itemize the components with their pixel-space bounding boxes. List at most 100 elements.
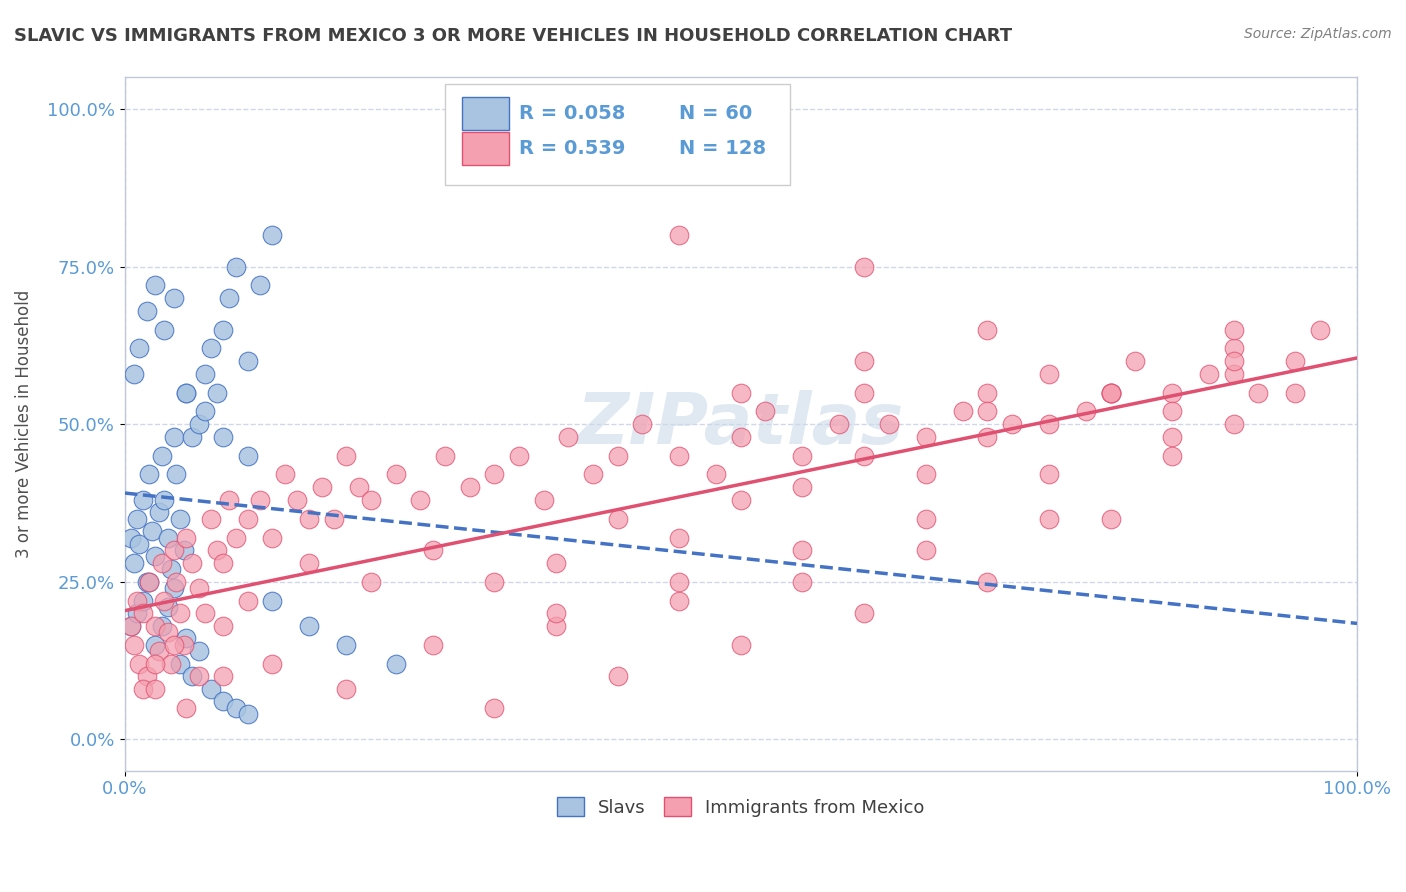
Point <box>160 657 183 671</box>
Point <box>156 531 179 545</box>
Text: N = 128: N = 128 <box>679 138 766 158</box>
Point <box>181 556 204 570</box>
Point <box>120 531 142 545</box>
Point <box>173 543 195 558</box>
Point <box>914 430 936 444</box>
Point <box>181 430 204 444</box>
Point <box>1123 354 1146 368</box>
Point <box>704 467 727 482</box>
Point <box>631 417 654 431</box>
Point <box>1222 342 1244 356</box>
Point <box>132 606 155 620</box>
Point <box>298 511 321 525</box>
Point <box>194 367 217 381</box>
Point <box>1222 367 1244 381</box>
Point <box>153 322 176 336</box>
FancyBboxPatch shape <box>463 131 509 165</box>
Point <box>606 669 628 683</box>
Point <box>1001 417 1024 431</box>
Point <box>124 556 146 570</box>
Point <box>156 625 179 640</box>
Point <box>1309 322 1331 336</box>
Point <box>1099 385 1122 400</box>
Point <box>200 681 222 696</box>
Point <box>212 619 235 633</box>
Point <box>1038 417 1060 431</box>
Point <box>754 404 776 418</box>
Point <box>668 593 690 607</box>
Point <box>335 449 357 463</box>
Point <box>225 531 247 545</box>
Point <box>174 700 197 714</box>
Point <box>976 574 998 589</box>
Point <box>218 291 240 305</box>
Text: N = 60: N = 60 <box>679 104 752 123</box>
Point <box>212 669 235 683</box>
Point <box>730 638 752 652</box>
Point <box>1161 449 1184 463</box>
Point <box>187 669 209 683</box>
Point <box>1161 430 1184 444</box>
Point <box>205 385 228 400</box>
Point <box>236 511 259 525</box>
Point <box>120 619 142 633</box>
Point <box>828 417 851 431</box>
Point <box>1099 511 1122 525</box>
Point <box>132 681 155 696</box>
Point <box>792 543 814 558</box>
Point <box>124 638 146 652</box>
Point <box>225 260 247 274</box>
Point <box>668 531 690 545</box>
Point <box>1038 467 1060 482</box>
Point <box>138 574 160 589</box>
Point <box>174 385 197 400</box>
Point <box>1284 385 1306 400</box>
Point <box>225 700 247 714</box>
Point <box>1284 354 1306 368</box>
Point <box>976 430 998 444</box>
Point <box>274 467 297 482</box>
Point <box>236 354 259 368</box>
Point <box>128 342 150 356</box>
Point <box>153 593 176 607</box>
Point <box>165 574 187 589</box>
Point <box>249 492 271 507</box>
Point <box>335 638 357 652</box>
Point <box>298 556 321 570</box>
Point <box>236 449 259 463</box>
Point <box>311 480 333 494</box>
Point <box>792 449 814 463</box>
Point <box>384 467 406 482</box>
Point <box>163 291 186 305</box>
Point <box>150 556 173 570</box>
Point <box>384 657 406 671</box>
Point <box>730 430 752 444</box>
Point <box>668 449 690 463</box>
Point <box>120 619 142 633</box>
Point <box>1198 367 1220 381</box>
Point <box>145 638 167 652</box>
FancyBboxPatch shape <box>446 85 790 185</box>
Point <box>458 480 481 494</box>
Text: Source: ZipAtlas.com: Source: ZipAtlas.com <box>1244 27 1392 41</box>
Point <box>141 524 163 539</box>
Point <box>125 593 148 607</box>
Point <box>1247 385 1270 400</box>
Point <box>323 511 346 525</box>
Text: R = 0.058: R = 0.058 <box>519 104 626 123</box>
Point <box>347 480 370 494</box>
Legend: Slavs, Immigrants from Mexico: Slavs, Immigrants from Mexico <box>550 790 932 824</box>
Point <box>792 480 814 494</box>
Point <box>606 449 628 463</box>
Point <box>262 593 284 607</box>
Point <box>181 669 204 683</box>
Point <box>544 619 567 633</box>
Point <box>174 385 197 400</box>
Point <box>200 511 222 525</box>
Point <box>200 342 222 356</box>
Point <box>163 581 186 595</box>
Point <box>174 531 197 545</box>
Point <box>1099 385 1122 400</box>
Point <box>1161 404 1184 418</box>
Point <box>853 260 876 274</box>
